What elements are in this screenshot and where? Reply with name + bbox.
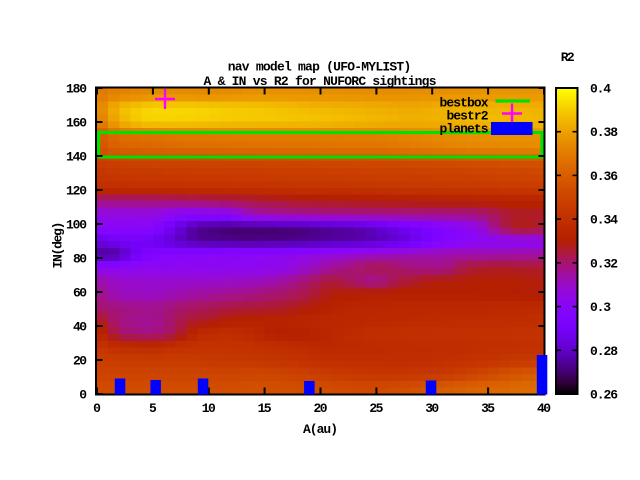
svg-text:nav model map (UFO-MYLIST): nav model map (UFO-MYLIST) <box>228 60 412 75</box>
svg-text:0.36: 0.36 <box>590 169 618 184</box>
svg-text:60: 60 <box>73 286 87 301</box>
svg-text:bestbox: bestbox <box>440 95 489 110</box>
svg-text:0.26: 0.26 <box>590 388 618 403</box>
svg-text:100: 100 <box>66 218 87 233</box>
svg-text:0.38: 0.38 <box>590 125 618 140</box>
svg-text:0.32: 0.32 <box>590 256 618 271</box>
svg-text:bestr2: bestr2 <box>447 108 489 123</box>
svg-text:40: 40 <box>73 320 87 335</box>
svg-text:40: 40 <box>537 401 551 416</box>
svg-text:0.3: 0.3 <box>590 300 611 315</box>
svg-text:20: 20 <box>73 354 87 369</box>
svg-text:140: 140 <box>66 150 87 165</box>
svg-text:20: 20 <box>314 401 328 416</box>
svg-text:120: 120 <box>66 184 87 199</box>
svg-text:30: 30 <box>425 401 439 416</box>
svg-text:0.34: 0.34 <box>590 213 618 228</box>
svg-text:planets: planets <box>440 121 489 136</box>
svg-text:A & IN vs R2 for NUFORC sighti: A & IN vs R2 for NUFORC sightings <box>204 74 437 89</box>
svg-text:80: 80 <box>73 252 87 267</box>
svg-text:25: 25 <box>369 401 383 416</box>
svg-text:0.4: 0.4 <box>590 82 611 97</box>
svg-text:0: 0 <box>93 401 101 416</box>
svg-text:0.28: 0.28 <box>590 344 618 359</box>
svg-text:A(au): A(au) <box>303 422 338 437</box>
svg-text:180: 180 <box>66 82 87 97</box>
svg-text:0: 0 <box>79 388 87 403</box>
svg-text:160: 160 <box>66 116 87 131</box>
svg-text:15: 15 <box>258 401 272 416</box>
svg-text:R2: R2 <box>561 50 575 65</box>
svg-text:35: 35 <box>481 401 495 416</box>
svg-text:10: 10 <box>202 401 216 416</box>
svg-text:IN(deg): IN(deg) <box>51 222 66 269</box>
svg-text:5: 5 <box>149 401 157 416</box>
